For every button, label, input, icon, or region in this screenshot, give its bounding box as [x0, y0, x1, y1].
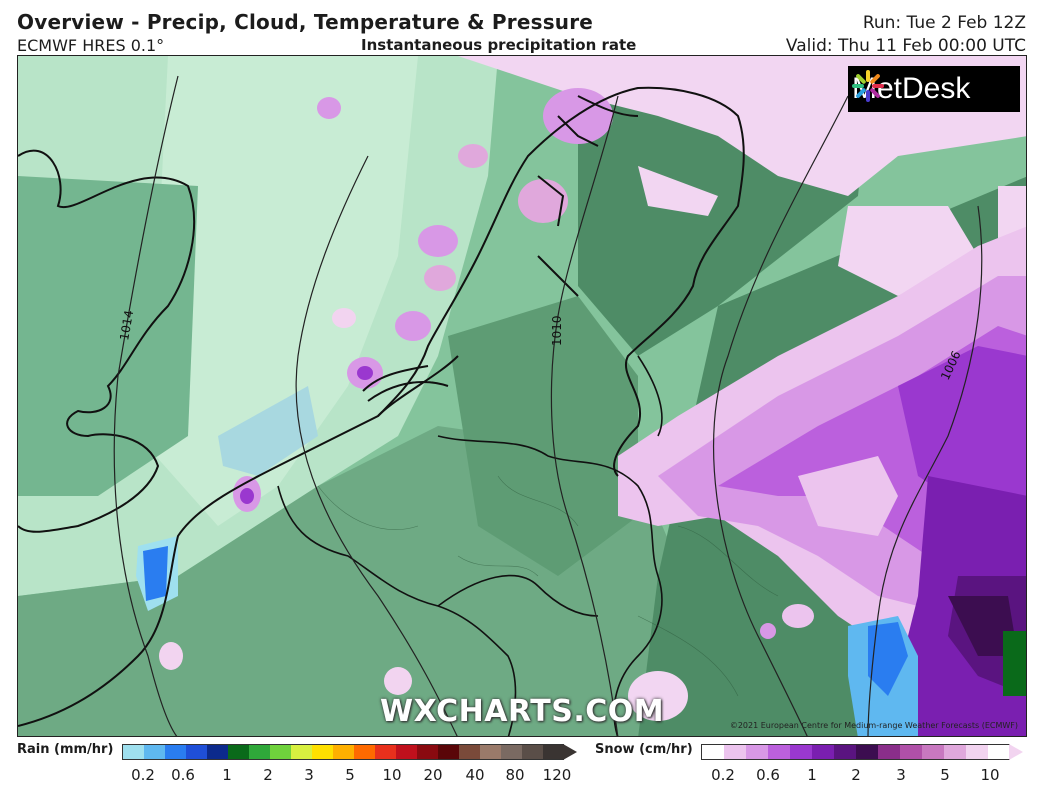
color-swatch: [834, 745, 856, 759]
scale-tick-label: 20: [423, 766, 443, 784]
scale-tick-label: 5: [345, 766, 355, 784]
scale-tick-label: 10: [980, 766, 1000, 784]
color-swatch: [702, 745, 724, 759]
map-canvas: 1014 1010 1006: [18, 56, 1026, 736]
scale-tick-label: 0.2: [711, 766, 735, 784]
rain-color-scale: [122, 744, 564, 760]
scale-tick-label: 1: [222, 766, 232, 784]
color-swatch: [768, 745, 790, 759]
color-swatch: [354, 745, 375, 759]
scale-tick-label: 120: [542, 766, 572, 784]
color-swatch: [900, 745, 922, 759]
metdesk-logo: MetDesk: [848, 66, 1020, 112]
scale-tick-label: 0.2: [131, 766, 155, 784]
scale-tick-label: 0.6: [171, 766, 195, 784]
scale-tick-label: 1: [807, 766, 817, 784]
scale-tick-label: 3: [896, 766, 906, 784]
isobar-label-1010: 1010: [550, 315, 564, 346]
color-swatch: [249, 745, 270, 759]
color-swatch: [333, 745, 354, 759]
copyright-notice: ©2021 European Centre for Medium-range W…: [729, 721, 1018, 730]
color-swatch: [228, 745, 249, 759]
chart-subtitle: Instantaneous precipitation rate: [361, 36, 637, 54]
rain-legend-label: Rain (mm/hr): [17, 742, 114, 757]
color-swatch: [165, 745, 186, 759]
valid-time: Valid: Thu 11 Feb 00:00 UTC: [785, 36, 1026, 56]
color-swatch: [724, 745, 746, 759]
color-swatch: [459, 745, 480, 759]
color-swatch: [291, 745, 312, 759]
snow-legend-label: Snow (cm/hr): [595, 742, 693, 757]
color-swatch: [144, 745, 165, 759]
model-label: ECMWF HRES 0.1°: [17, 36, 165, 55]
isobar-label-1014: 1014: [117, 309, 136, 342]
scale-tick-label: 40: [465, 766, 485, 784]
snow-scale-arrow: [1009, 744, 1023, 760]
color-swatch: [966, 745, 988, 759]
color-swatch: [207, 745, 228, 759]
color-swatch: [790, 745, 812, 759]
snow-color-scale: [701, 744, 1010, 760]
rain-scale-arrow: [563, 744, 577, 760]
color-swatch: [522, 745, 543, 759]
watermark: WXCHARTS.COM: [380, 694, 665, 729]
color-swatch: [417, 745, 438, 759]
color-swatch: [270, 745, 291, 759]
scale-tick-label: 2: [851, 766, 861, 784]
scale-tick-label: 5: [940, 766, 950, 784]
color-swatch: [501, 745, 522, 759]
chart-title: Overview - Precip, Cloud, Temperature & …: [17, 10, 594, 34]
color-swatch: [856, 745, 878, 759]
color-swatch: [878, 745, 900, 759]
color-swatch: [186, 745, 207, 759]
color-swatch: [123, 745, 144, 759]
scale-tick-label: 80: [505, 766, 525, 784]
scale-tick-label: 0.6: [756, 766, 780, 784]
color-swatch: [944, 745, 966, 759]
color-swatch: [375, 745, 396, 759]
color-swatch: [922, 745, 944, 759]
scale-tick-label: 10: [382, 766, 402, 784]
weather-map[interactable]: 1014 1010 1006 MetDesk WXCHARTS.COM ©202…: [17, 55, 1027, 737]
metdesk-flower-icon: [852, 70, 884, 102]
color-swatch: [746, 745, 768, 759]
run-time: Run: Tue 2 Feb 12Z: [862, 13, 1026, 33]
color-swatch: [312, 745, 333, 759]
color-swatch: [988, 745, 1010, 759]
scale-tick-label: 2: [263, 766, 273, 784]
color-swatch: [812, 745, 834, 759]
color-swatch: [543, 745, 564, 759]
color-swatch: [480, 745, 501, 759]
color-swatch: [438, 745, 459, 759]
scale-tick-label: 3: [304, 766, 314, 784]
color-swatch: [396, 745, 417, 759]
